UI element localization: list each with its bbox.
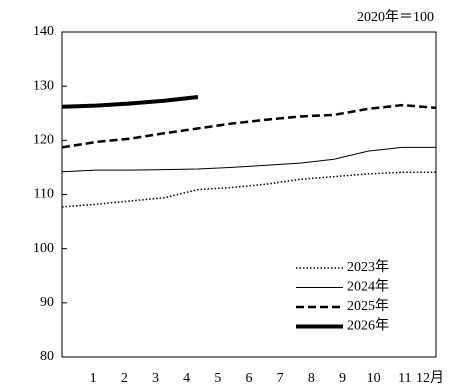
x-tick-label: 12月 — [416, 370, 444, 386]
x-tick-label: 5 — [214, 371, 221, 386]
y-tick-label: 100 — [33, 241, 54, 256]
y-tick-label: 120 — [33, 133, 54, 148]
series-line — [61, 171, 436, 208]
x-tick-label: 4 — [183, 371, 190, 386]
x-tick-label: 9 — [339, 371, 346, 386]
y-tick-label: 140 — [33, 24, 54, 39]
base-note: 2020年＝100 — [357, 9, 434, 25]
x-tick-label: 3 — [152, 371, 159, 386]
x-tick-label: 6 — [246, 371, 253, 386]
y-tick-label: 80 — [40, 349, 54, 364]
legend-label: 2026年 — [347, 318, 389, 334]
y-tick-label: 90 — [40, 295, 54, 310]
x-tick-label: 8 — [308, 371, 315, 386]
x-tick-label: 10 — [367, 371, 381, 386]
x-tick-label: 7 — [277, 371, 284, 386]
x-tick-label: 2 — [121, 371, 128, 386]
series-line — [61, 146, 436, 173]
series-line — [61, 95, 199, 109]
legend-label: 2023年 — [347, 259, 389, 275]
y-tick-label: 130 — [33, 78, 54, 93]
y-tick-label: 110 — [34, 187, 54, 202]
x-tick-label: 1 — [90, 371, 97, 386]
legend-label: 2024年 — [347, 279, 389, 295]
legend-label: 2025年 — [347, 298, 389, 314]
x-tick-label: 11 — [398, 371, 411, 386]
series-line — [61, 103, 437, 149]
